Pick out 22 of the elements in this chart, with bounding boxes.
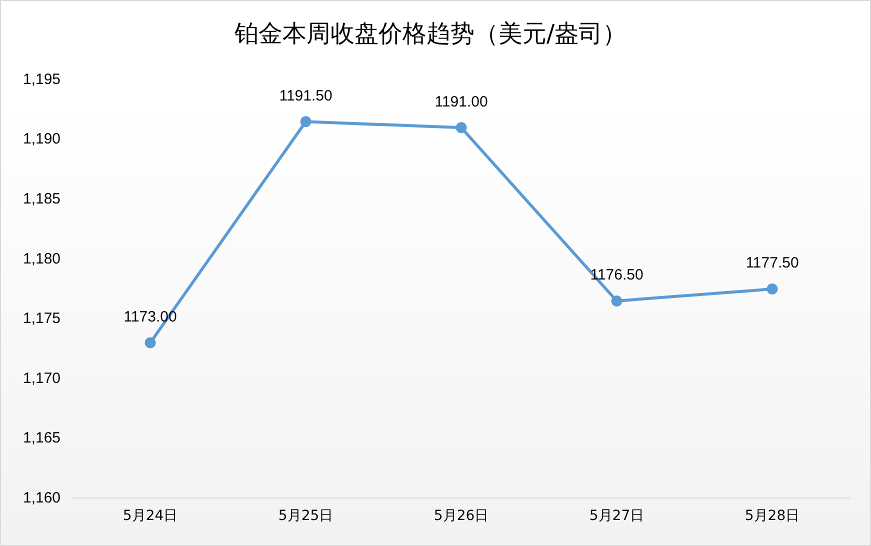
y-tick-label: 1,185 [22, 190, 61, 208]
point [456, 122, 467, 134]
y-tick-label: 1,160 [22, 489, 61, 506]
y-tick-label: 1,190 [22, 130, 61, 148]
chart-title: 铂金本周收盘价格趋势（美元/盎司） [233, 20, 627, 48]
y-tick-label: 1,180 [22, 250, 61, 268]
y-tick-label: 1,170 [22, 370, 61, 387]
x-tick-label: 5月24日 [122, 508, 178, 524]
y-tick-label: 1,165 [22, 430, 61, 447]
data-label: 1191.00 [434, 93, 488, 110]
point [300, 116, 312, 128]
x-tick-label: 5月26日 [434, 508, 489, 524]
point [611, 295, 622, 306]
y-tick-label: 1,175 [22, 310, 61, 328]
x-tick-label: 5月27日 [589, 508, 644, 524]
y-tick-label: 1,195 [22, 70, 61, 88]
data-label: 1191.50 [279, 87, 332, 104]
data-label: 1177.50 [746, 254, 799, 272]
x-tick-label: 5月28日 [744, 508, 800, 524]
x-tick-label: 5月25日 [278, 508, 334, 524]
point [144, 337, 156, 348]
point [766, 284, 778, 294]
